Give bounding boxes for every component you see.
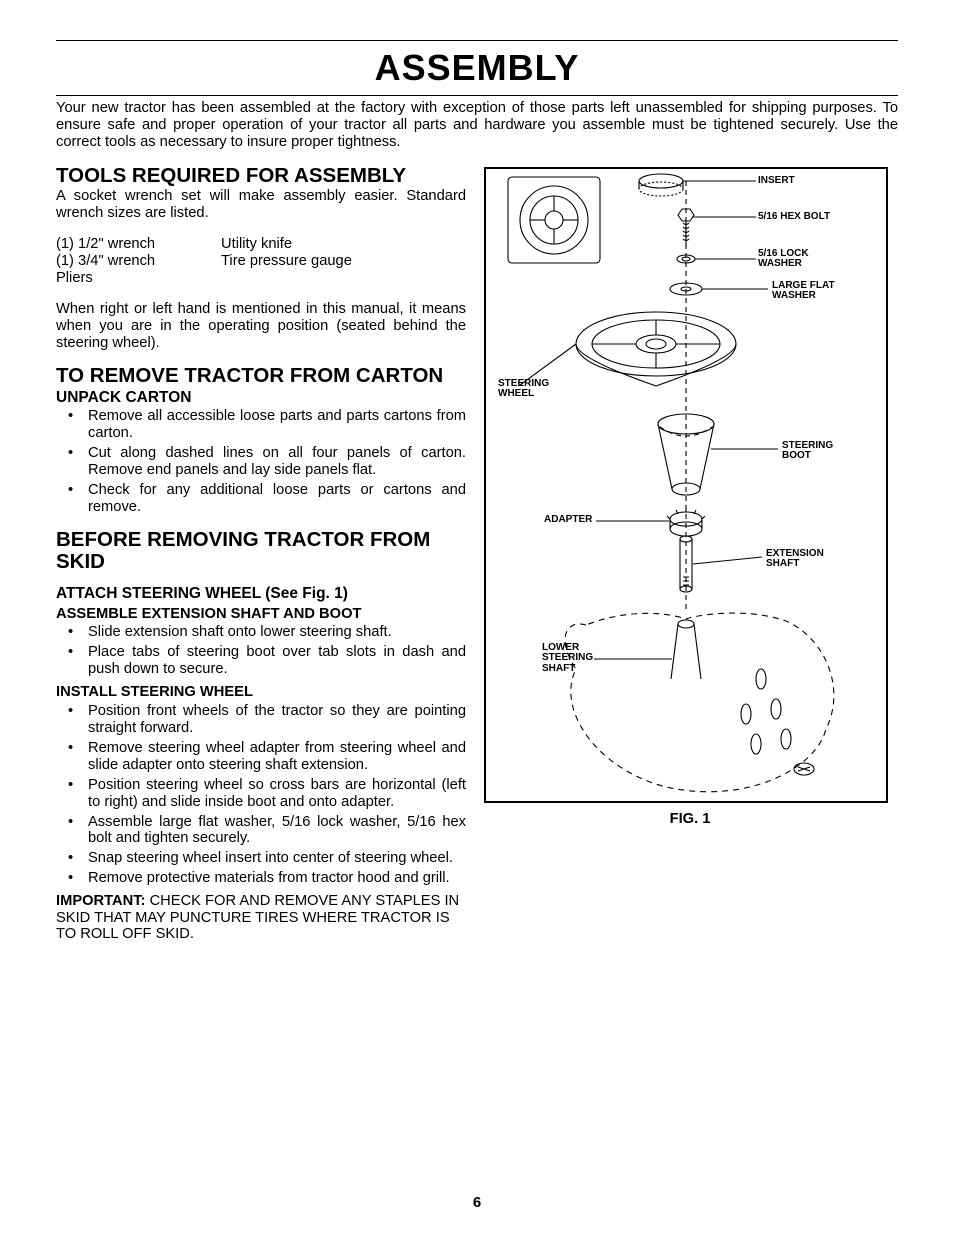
- list-item: Assemble large flat washer, 5/16 lock wa…: [56, 814, 466, 848]
- figure-1-svg: [486, 169, 886, 801]
- heading-before-skid: BEFORE REMOVING TRACTOR FROM SKID: [56, 529, 466, 572]
- list-item: Remove protective materials from tractor…: [56, 870, 466, 887]
- list-item: Cut along dashed lines on all four panel…: [56, 445, 466, 479]
- page-title: ASSEMBLY: [56, 47, 898, 89]
- column-right: INSERT 5/16 HEX BOLT 5/16 LOCK WASHER LA…: [484, 165, 896, 943]
- subheading-assemble-shaft: ASSEMBLE EXTENSION SHAFT AND BOOT: [56, 606, 466, 623]
- subheading-unpack: UNPACK CARTON: [56, 389, 466, 406]
- list-item: Remove all accessible loose parts and pa…: [56, 408, 466, 442]
- list-item: Position front wheels of the tractor so …: [56, 703, 466, 737]
- tool-row: (1) 1/2" wrench Utility knife: [56, 236, 466, 253]
- column-left: TOOLS REQUIRED FOR ASSEMBLY A socket wre…: [56, 165, 466, 943]
- fig-label-adapter: ADAPTER: [544, 515, 592, 526]
- rule-top: [56, 40, 898, 41]
- list-item: Check for any additional loose parts or …: [56, 482, 466, 516]
- figure-1: INSERT 5/16 HEX BOLT 5/16 LOCK WASHER LA…: [484, 167, 888, 803]
- list-item: Position steering wheel so cross bars ar…: [56, 777, 466, 811]
- fig-label-flat-washer: LARGE FLAT WASHER: [772, 281, 835, 302]
- fig-label-steering-wheel: STEERING WHEEL: [498, 379, 549, 400]
- tool-item: Utility knife: [221, 236, 292, 253]
- heading-tools: TOOLS REQUIRED FOR ASSEMBLY: [56, 165, 466, 187]
- tool-row: (1) 3/4" wrench Tire pressure gauge: [56, 253, 466, 270]
- heading-remove-carton: TO REMOVE TRACTOR FROM CARTON: [56, 365, 466, 387]
- tools-lead: A socket wrench set will make assembly e…: [56, 188, 466, 222]
- tool-item: Pliers: [56, 270, 221, 287]
- fig-label-ext-shaft: EXTENSION SHAFT: [766, 549, 824, 570]
- intro-paragraph: Your new tractor has been assembled at t…: [56, 100, 898, 151]
- subheading-attach-wheel: ATTACH STEERING WHEEL (See Fig. 1): [56, 585, 466, 602]
- fig-label-lower-shaft: LOWER STEERING SHAFT: [542, 643, 593, 675]
- page-number: 6: [0, 1194, 954, 1211]
- assemble-list: Slide extension shaft onto lower steerin…: [56, 624, 466, 678]
- hand-note: When right or left hand is mentioned in …: [56, 301, 466, 352]
- fig-label-hex-bolt: 5/16 HEX BOLT: [758, 212, 830, 223]
- fig-label-lock-washer: 5/16 LOCK WASHER: [758, 249, 809, 270]
- figure-caption: FIG. 1: [484, 811, 896, 827]
- unpack-list: Remove all accessible loose parts and pa…: [56, 408, 466, 515]
- important-label: IMPORTANT:: [56, 893, 145, 909]
- list-item: Remove steering wheel adapter from steer…: [56, 740, 466, 774]
- fig-label-steering-boot: STEERING BOOT: [782, 441, 833, 462]
- tool-row: Pliers: [56, 270, 466, 287]
- fig-label-insert: INSERT: [758, 176, 795, 187]
- subheading-install-wheel: INSTALL STEERING WHEEL: [56, 684, 466, 701]
- tool-item: Tire pressure gauge: [221, 253, 352, 270]
- install-list: Position front wheels of the tractor so …: [56, 703, 466, 887]
- list-item: Place tabs of steering boot over tab slo…: [56, 644, 466, 678]
- list-item: Snap steering wheel insert into center o…: [56, 850, 466, 867]
- list-item: Slide extension shaft onto lower steerin…: [56, 624, 466, 641]
- two-column-layout: TOOLS REQUIRED FOR ASSEMBLY A socket wre…: [56, 165, 898, 943]
- tool-item: (1) 3/4" wrench: [56, 253, 221, 270]
- important-note: IMPORTANT: CHECK FOR AND REMOVE ANY STAP…: [56, 893, 466, 942]
- rule-bottom: [56, 95, 898, 96]
- tool-item: (1) 1/2" wrench: [56, 236, 221, 253]
